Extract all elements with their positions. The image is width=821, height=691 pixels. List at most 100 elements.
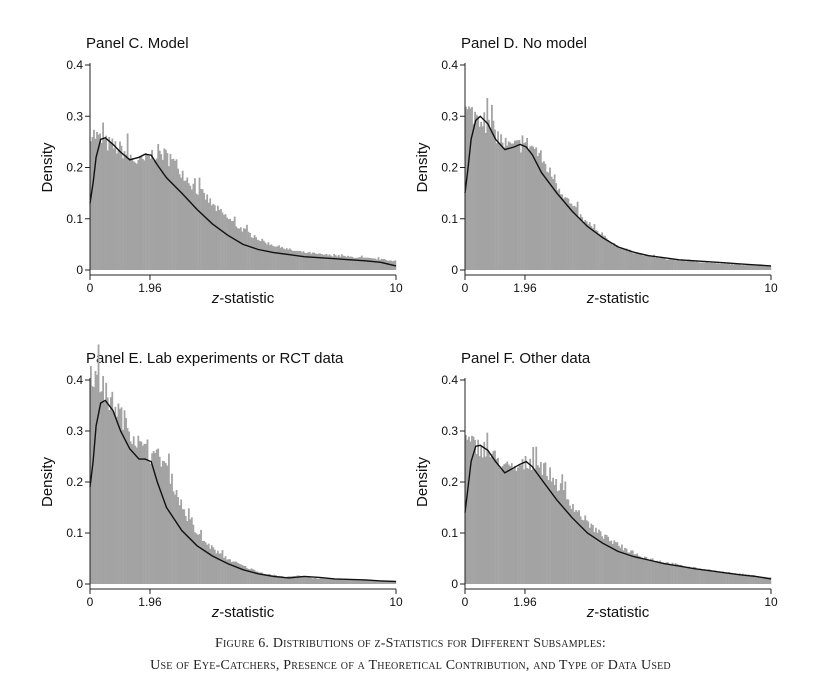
figure-caption-line2: Use of Eye-Catchers, Presence of a Theor…	[150, 658, 671, 673]
histogram-bar	[515, 140, 518, 270]
histogram-bar	[608, 242, 611, 270]
x-axis-label-rest: -statistic	[594, 290, 650, 307]
histogram-bar	[595, 527, 597, 584]
histogram-bar	[138, 156, 141, 270]
histogram-bar	[330, 578, 332, 584]
histogram-bar	[648, 255, 651, 270]
histogram-bar	[152, 451, 155, 584]
histogram-bar	[308, 577, 311, 584]
histogram-bar	[146, 155, 149, 270]
histogram-bar	[270, 244, 273, 270]
histogram-bar	[180, 499, 183, 584]
histogram-bar	[288, 248, 291, 270]
histogram-bar	[584, 515, 587, 584]
histogram-bar	[578, 217, 580, 270]
histogram-bar	[109, 397, 112, 584]
histogram-bar	[469, 441, 472, 584]
histogram-bar	[116, 153, 118, 270]
histogram-bar	[599, 234, 602, 270]
y-tick-label: 0.4	[441, 58, 458, 72]
histogram-bar	[296, 250, 299, 270]
histogram-bar	[213, 549, 216, 584]
histogram-bar	[526, 468, 528, 584]
histogram-bar	[718, 571, 721, 584]
histogram-bar	[692, 261, 695, 270]
histogram-bar	[471, 107, 473, 270]
histogram-bar	[382, 258, 385, 270]
histogram-bar	[657, 258, 660, 270]
histogram-bar	[483, 441, 486, 584]
histogram-bar	[189, 519, 192, 584]
histogram-bar	[304, 252, 306, 270]
histogram-bar	[247, 231, 250, 270]
histogram-bar	[497, 131, 499, 270]
histogram-bar	[210, 545, 213, 584]
histogram-bar	[491, 453, 493, 584]
histogram-bar	[125, 418, 127, 584]
histogram-bar	[123, 410, 126, 584]
histogram-bar	[250, 237, 253, 270]
histogram-bar	[708, 569, 711, 584]
histogram-bar	[327, 255, 329, 270]
histogram-bar	[111, 138, 114, 270]
histogram-bar	[711, 571, 714, 584]
histogram-bar	[129, 154, 132, 270]
histogram-bar	[683, 260, 686, 270]
x-tick-label: 0	[87, 595, 94, 609]
histogram-bar	[532, 447, 535, 584]
histogram-bar	[192, 183, 195, 270]
histogram-bar	[562, 198, 565, 270]
histogram-bar	[614, 246, 617, 270]
histogram-bar	[233, 561, 236, 584]
histogram-bar	[157, 448, 160, 584]
histogram-bar	[562, 490, 565, 584]
histogram-bar	[359, 580, 362, 584]
histogram-bar	[584, 219, 587, 270]
x-axis-label-rest: -statistic	[219, 290, 275, 307]
histogram-bar	[741, 264, 744, 270]
histogram-bar	[618, 545, 620, 584]
histogram-bar	[743, 265, 746, 270]
histogram-bar	[544, 462, 547, 584]
histogram-bar	[218, 553, 221, 584]
histogram-bar	[365, 257, 368, 270]
histogram-bar	[702, 262, 704, 270]
histogram-bar	[588, 527, 591, 584]
histogram-bar	[368, 257, 371, 270]
histogram-bar	[187, 183, 190, 270]
histogram-bar	[518, 464, 521, 584]
y-tick-label: 0.1	[66, 526, 83, 540]
y-tick-label: 0.2	[441, 475, 458, 489]
histogram-bar	[722, 263, 724, 270]
histogram-bar	[386, 260, 389, 270]
panel-3: Panel E. Lab experiments or RCT data 0 0.1…	[39, 344, 403, 621]
histogram-bar	[278, 575, 280, 584]
histogram-bar	[137, 160, 140, 270]
histogram-bar	[154, 453, 157, 584]
histogram-bar	[625, 248, 628, 270]
histogram-bar	[235, 226, 238, 270]
histogram-bar	[738, 264, 741, 270]
histogram-bar	[212, 547, 215, 584]
y-tick-label: 0.1	[441, 212, 458, 226]
histogram-bar	[702, 569, 704, 584]
histogram-bar	[209, 198, 212, 270]
histogram-bar	[515, 470, 518, 584]
histogram-bar	[247, 568, 250, 584]
histogram-bar	[677, 259, 680, 270]
histogram-bar	[160, 154, 163, 270]
histogram-bar	[282, 577, 285, 584]
y-tick-label: 0.2	[441, 161, 458, 175]
histogram-bar	[255, 571, 258, 584]
histogram-bar	[718, 263, 721, 270]
histogram-bar	[366, 257, 369, 270]
y-axis-label: Density	[414, 142, 431, 193]
histogram-bar	[244, 565, 247, 584]
histogram-bar	[337, 579, 340, 584]
histogram-bar	[102, 376, 105, 584]
histogram-bar	[714, 570, 717, 584]
histogram-bar	[383, 259, 386, 270]
histogram-bar	[732, 264, 735, 270]
histogram-bar	[663, 258, 666, 270]
histogram-bar	[261, 238, 264, 270]
